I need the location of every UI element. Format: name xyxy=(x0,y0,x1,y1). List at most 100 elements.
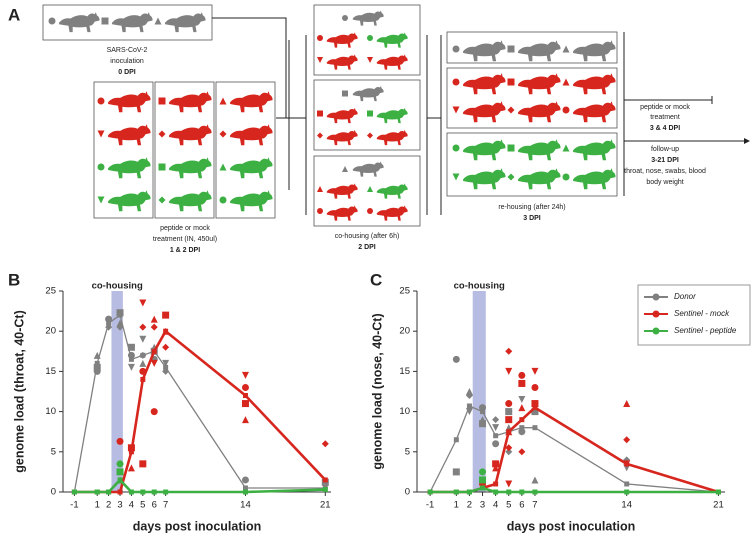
animal-marker xyxy=(342,90,348,97)
x-axis-label: days post inoculation xyxy=(133,519,262,533)
mean-marker xyxy=(163,364,169,370)
series-line xyxy=(430,486,719,494)
caption-day: 3 DPI xyxy=(523,215,541,222)
animal-marker xyxy=(219,130,227,138)
data-point xyxy=(505,367,513,375)
mean-marker xyxy=(519,425,525,431)
animal-marker xyxy=(452,106,460,114)
x-tick-label: 4 xyxy=(493,500,498,511)
mean-marker xyxy=(140,352,146,358)
animal-marker xyxy=(219,97,227,105)
band-label: co-housing xyxy=(92,281,143,292)
data-point xyxy=(150,323,158,331)
data-point xyxy=(531,476,539,484)
panel-label: A xyxy=(8,5,20,24)
data-point xyxy=(479,468,487,476)
animal-marker xyxy=(48,17,56,25)
animal-marker xyxy=(342,166,348,172)
mean-marker xyxy=(322,487,328,493)
animal-marker xyxy=(317,132,323,139)
mean-marker xyxy=(94,489,100,495)
data-point xyxy=(139,323,147,331)
mean-marker xyxy=(480,485,486,491)
animal-marker xyxy=(97,196,105,204)
y-tick-label: 5 xyxy=(405,446,410,457)
data-point xyxy=(150,408,158,416)
x-tick-label: 4 xyxy=(129,500,134,511)
data-point xyxy=(116,437,124,445)
shaded-band xyxy=(472,291,486,492)
data-point xyxy=(241,476,249,484)
mean-marker xyxy=(532,405,538,411)
data-point xyxy=(531,408,539,416)
animal-marker xyxy=(342,15,348,21)
shaded-band xyxy=(111,291,123,492)
mean-marker xyxy=(532,425,538,431)
y-tick-label: 0 xyxy=(51,487,56,498)
x-tick-label: 14 xyxy=(240,500,251,511)
data-point xyxy=(492,424,500,432)
caption-day: 1 & 2 DPI xyxy=(170,247,200,254)
y-tick-label: 20 xyxy=(45,326,56,337)
series-line xyxy=(74,478,326,494)
animal-marker xyxy=(101,17,109,25)
mean-marker xyxy=(242,489,248,495)
x-tick-label: 7 xyxy=(532,500,537,511)
caption: treatment (IN, 450ul) xyxy=(153,236,217,243)
mean-marker xyxy=(128,356,134,362)
animal-marker xyxy=(452,173,460,181)
mean-marker xyxy=(140,489,146,495)
data-point xyxy=(623,400,631,408)
mean-marker xyxy=(71,489,77,495)
legend-marker xyxy=(652,327,660,335)
data-point xyxy=(505,444,513,452)
diagram: A SARS-CoV-2 inoculation 0 DPI peptide o… xyxy=(8,4,750,254)
animal-marker xyxy=(367,110,373,117)
data-point xyxy=(139,359,147,367)
legend-label: Donor xyxy=(674,292,696,301)
mean-marker xyxy=(151,489,157,495)
y-tick-label: 10 xyxy=(45,406,56,417)
animal-marker xyxy=(562,78,570,86)
caption-day: 3 & 4 DPI xyxy=(650,125,680,132)
y-tick-label: 10 xyxy=(399,406,410,417)
data-point xyxy=(93,363,101,371)
caption-day: 2 DPI xyxy=(358,244,376,251)
animal-marker xyxy=(507,78,515,86)
data-point xyxy=(150,359,158,367)
mean-marker xyxy=(322,477,328,483)
mean-marker xyxy=(242,393,248,399)
data-point xyxy=(531,383,539,391)
mean-marker xyxy=(106,489,112,495)
legend-label: Sentinel - peptide xyxy=(674,326,737,335)
data-point xyxy=(518,371,526,379)
x-tick-label: 1 xyxy=(95,500,100,511)
animal-marker xyxy=(507,144,515,152)
mean-marker xyxy=(151,348,157,354)
caption: follow-up xyxy=(651,146,679,153)
data-point xyxy=(127,464,135,472)
x-tick-label: 5 xyxy=(506,500,511,511)
animal-marker xyxy=(452,144,460,152)
x-tick-label: 2 xyxy=(106,500,111,511)
caption-day: 0 DPI xyxy=(118,69,136,76)
mean-marker xyxy=(466,403,472,409)
data-point xyxy=(116,468,124,476)
animal-marker xyxy=(562,144,570,152)
mean-marker xyxy=(624,461,630,467)
data-point xyxy=(452,355,460,363)
animal-marker xyxy=(154,17,162,25)
y-tick-label: 15 xyxy=(399,366,410,377)
data-point xyxy=(116,319,124,327)
animal-marker xyxy=(317,35,323,41)
arrowhead xyxy=(744,138,750,144)
series-line xyxy=(429,405,719,493)
animal-marker xyxy=(562,106,570,114)
animal-marker xyxy=(158,163,166,171)
data-point xyxy=(518,404,526,412)
data-point xyxy=(492,416,500,424)
data-point xyxy=(162,343,170,351)
data-point xyxy=(518,396,526,404)
x-tick-label: -1 xyxy=(426,500,434,511)
mean-marker xyxy=(117,489,123,495)
